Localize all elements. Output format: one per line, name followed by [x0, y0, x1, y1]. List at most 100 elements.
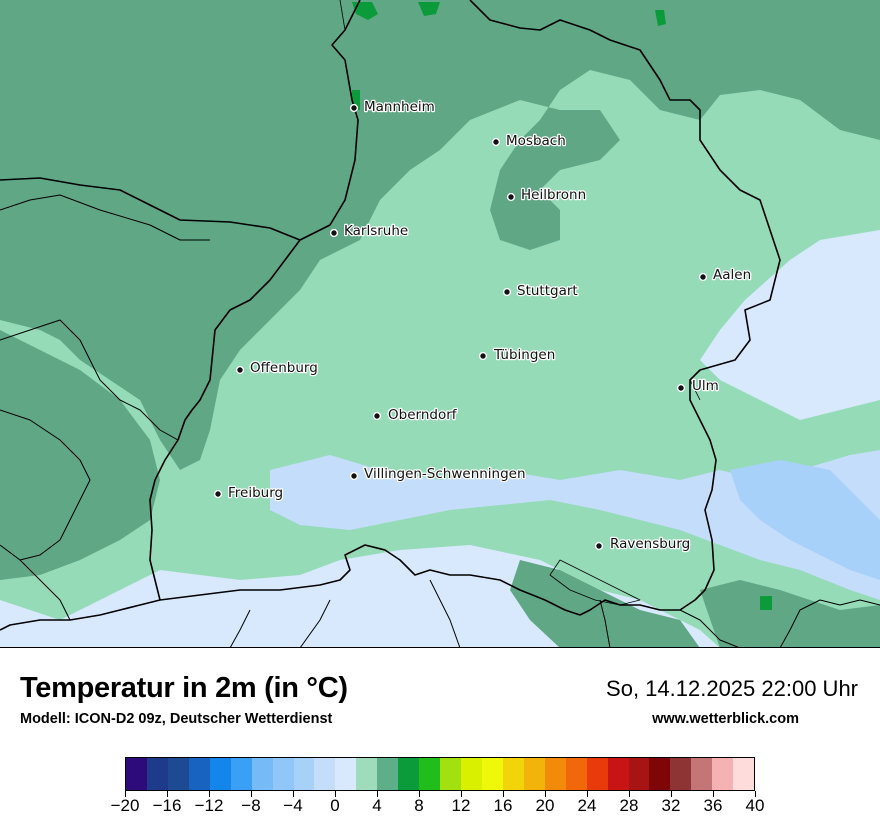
- legend-tick-label: −12: [194, 796, 224, 815]
- legend-swatch: [377, 758, 399, 790]
- legend-swatch: [691, 758, 713, 790]
- legend-swatch: [251, 758, 273, 790]
- city-offenburg: Offenburg: [235, 359, 319, 377]
- legend-tick-label: 32: [661, 796, 681, 815]
- river-outline: [331, 0, 701, 401]
- legend-tick-mark: [376, 791, 378, 797]
- legend-swatch: [293, 758, 315, 790]
- legend-tick-label: 0: [330, 796, 340, 815]
- city-label: Freiburg: [228, 485, 283, 501]
- legend-swatch: [419, 758, 441, 790]
- legend-swatch: [544, 758, 566, 790]
- city-dot: [372, 411, 382, 421]
- city-dot: [349, 471, 359, 481]
- temperature-map: Mannheim Mosbach Heilbronn Karlsruhe Aal…: [0, 0, 880, 648]
- legend-tick-label: 20: [535, 796, 555, 815]
- legend-tick-label: 28: [619, 796, 639, 815]
- legend-swatch: [565, 758, 587, 790]
- legend-tick-mark: [544, 791, 546, 797]
- website-link[interactable]: www.wetterblick.com: [652, 711, 799, 727]
- legend-tick-label: −4: [283, 796, 303, 815]
- legend-tick-label: 16: [493, 796, 513, 815]
- color-legend-ticks: −20 −16 −12 −8 −4 0 4 8 12 16 20 24 28 32 36 40: [111, 791, 764, 821]
- legend-tick-label: 24: [577, 796, 597, 815]
- legend-tick-mark: [670, 791, 672, 797]
- city-dot: [502, 287, 512, 297]
- temperature-field-4-6-north: [0, 0, 880, 470]
- city-freiburg: Freiburg: [213, 484, 284, 502]
- legend-swatch: [314, 758, 336, 790]
- legend-swatch: [272, 758, 294, 790]
- legend-tick-mark: [586, 791, 588, 797]
- legend-tick-mark: [754, 791, 756, 797]
- city-ulm: Ulm: [676, 377, 720, 395]
- state-border: [0, 0, 781, 631]
- legend-tick-label: 12: [451, 796, 471, 815]
- legend-tick-label: −8: [241, 796, 261, 815]
- city-dot: [676, 383, 686, 393]
- city-label: Mosbach: [506, 133, 566, 149]
- legend-tick-label: 4: [372, 796, 382, 815]
- city-dot: [213, 489, 223, 499]
- city-aalen: Aalen: [698, 266, 752, 284]
- legend-tick-mark: [208, 791, 210, 797]
- city-label: Karlsruhe: [344, 223, 408, 239]
- legend-swatch: [481, 758, 503, 790]
- city-dot: [698, 272, 708, 282]
- legend-swatch: [146, 758, 168, 790]
- legend-swatch: [607, 758, 629, 790]
- country-border: [0, 194, 880, 648]
- city-heilbronn: Heilbronn: [506, 186, 587, 204]
- legend-tick-label: −20: [110, 796, 140, 815]
- legend-swatch: [523, 758, 545, 790]
- legend-swatch: [167, 758, 189, 790]
- legend-tick-label: 36: [703, 796, 723, 815]
- city-dot: [506, 192, 516, 202]
- legend-tick-mark: [124, 791, 126, 797]
- legend-swatch: [461, 758, 482, 790]
- legend-tick-mark: [418, 791, 420, 797]
- legend-swatch: [209, 758, 231, 790]
- city-label: Ulm: [692, 378, 719, 394]
- legend-tick-mark: [250, 791, 252, 797]
- legend-swatch: [126, 758, 147, 790]
- city-karlsruhe: Karlsruhe: [329, 222, 409, 240]
- city-oberndorf: Oberndorf: [372, 406, 459, 424]
- temperature-field-4-6-rhine: [0, 330, 160, 580]
- city-dot: [235, 365, 245, 375]
- legend-swatch: [649, 758, 671, 790]
- temperature-field-4-6-bodensee: [510, 560, 880, 648]
- temperature-field-colder: [730, 460, 880, 580]
- color-legend-bar: [125, 757, 755, 791]
- map-title: Temperatur in 2m (in °C): [20, 672, 348, 704]
- map-canvas: Mannheim Mosbach Heilbronn Karlsruhe Aal…: [0, 0, 880, 648]
- city-dot: [329, 228, 339, 238]
- valid-datetime: So, 14.12.2025 22:00 Uhr: [606, 676, 858, 701]
- legend-tick-mark: [628, 791, 630, 797]
- temperature-field-cold-core: [270, 450, 880, 600]
- legend-swatch: [230, 758, 252, 790]
- city-label: Heilbronn: [521, 187, 586, 203]
- legend-swatch: [628, 758, 650, 790]
- legend-swatch: [670, 758, 692, 790]
- city-label: Aalen: [713, 267, 751, 283]
- city-tuebingen: Tübingen: [478, 346, 557, 364]
- lake-outline: [549, 559, 641, 606]
- map-footer: Temperatur in 2m (in °C) Modell: ICON-D2…: [0, 648, 880, 830]
- city-ravensburg: Ravensburg: [594, 535, 692, 553]
- city-label: Tübingen: [493, 347, 555, 363]
- legend-tick-mark: [712, 791, 714, 797]
- legend-tick-label: −16: [152, 796, 182, 815]
- borders: [0, 0, 880, 648]
- city-dot: [349, 103, 359, 113]
- city-mannheim: Mannheim: [349, 98, 436, 116]
- legend-swatch: [586, 758, 608, 790]
- model-source: Modell: ICON-D2 09z, Deutscher Wetterdie…: [20, 711, 333, 727]
- legend-swatch: [712, 758, 734, 790]
- legend-tick-mark: [292, 791, 294, 797]
- legend-swatch: [356, 758, 378, 790]
- legend-swatch: [502, 758, 524, 790]
- city-stuttgart: Stuttgart: [502, 282, 579, 300]
- legend-tick-mark: [502, 791, 504, 797]
- city-label: Villingen-Schwenningen: [364, 466, 526, 482]
